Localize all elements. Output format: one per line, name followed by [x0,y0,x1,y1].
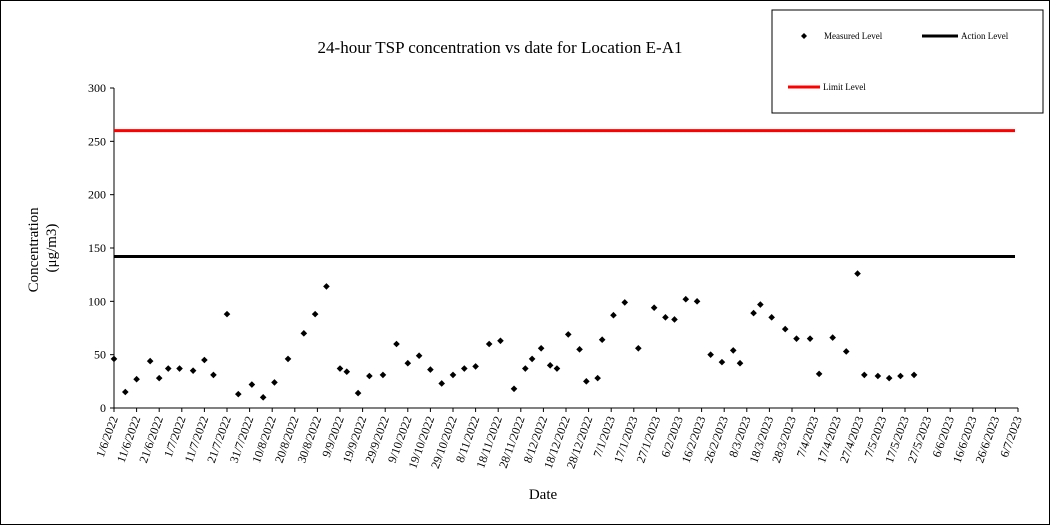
data-point [829,334,836,341]
y-tick-label: 150 [88,241,106,255]
data-point [210,371,217,379]
data-point [248,381,256,388]
data-point [621,299,629,306]
data-point [768,314,775,321]
data-point [343,368,351,376]
y-tick-label: 250 [88,134,106,148]
legend-action-label: Action Level [961,31,1009,41]
data-point [393,340,400,348]
data-points [110,270,918,401]
data-point [564,331,572,338]
data-point [311,310,319,318]
data-point [155,374,163,382]
data-point [449,371,457,379]
legend-measured-label: Measured Level [824,31,883,41]
data-point [404,359,412,367]
x-ticks: 1/6/202211/6/202221/6/20221/7/202211/7/2… [93,408,1025,470]
data-point [815,370,823,378]
data-point [164,365,172,372]
data-point [682,295,690,303]
data-point [793,335,800,342]
data-point [885,374,893,382]
data-point [366,372,373,380]
data-point [594,374,601,382]
data-point [146,357,154,365]
data-point [736,359,744,367]
legend-limit-label: Limit Level [823,82,866,92]
x-axis-label: Date [529,487,558,503]
data-point [854,270,861,277]
data-point [650,304,658,312]
data-point [781,325,789,333]
data-point [201,356,208,364]
axes [113,88,1018,409]
data-point [583,378,590,385]
data-point [707,351,714,358]
data-point [635,344,642,352]
data-point [510,385,518,393]
y-axis-label-line1: Concentration [26,207,42,292]
data-point [438,380,445,387]
data-point [897,372,904,380]
data-point [528,355,536,363]
data-point [284,355,292,363]
y-tick-label: 0 [100,401,106,415]
data-point [874,372,882,380]
data-point [537,344,545,352]
data-point [546,362,554,369]
reference-lines [114,129,1015,259]
data-point [133,375,140,383]
y-tick-label: 300 [88,81,106,95]
data-point [122,388,129,396]
data-point [842,348,850,355]
data-point [861,371,868,379]
data-point [671,316,678,323]
data-point [354,389,362,397]
legend-measured-marker [801,33,807,39]
data-point [522,365,529,372]
data-point [806,335,814,342]
data-point [427,366,434,373]
y-tick-label: 50 [94,348,106,362]
data-point [415,352,423,360]
data-point [610,311,617,319]
y-ticks: 0 50 100 150 200 250 300 [88,81,114,415]
data-point [553,365,561,372]
y-axis-label: Concentration (μg/m3) [26,204,60,293]
legend-box [771,9,1044,114]
data-point [598,336,606,344]
data-point [176,365,183,372]
data-point [379,371,387,379]
data-point [910,371,918,379]
data-point [323,283,330,290]
data-point [472,363,479,370]
y-tick-label: 100 [88,294,106,308]
y-axis-label-line2: (μg/m3) [44,224,60,273]
data-point [461,365,468,372]
data-point [259,394,267,401]
data-point [693,298,701,305]
data-point [750,309,757,317]
y-tick-label: 200 [88,188,106,202]
data-point [729,347,737,354]
data-point [485,340,493,348]
legend: Measured Level Action Level Limit Level [771,9,1044,114]
data-point [235,390,242,398]
data-point [336,365,344,372]
data-point [576,346,583,353]
data-point [110,355,118,363]
data-point [662,314,669,321]
data-point [757,301,764,308]
data-point [497,337,504,345]
data-point [223,310,231,318]
data-point [300,330,308,337]
chart-title: 24-hour TSP concentration vs date for Lo… [318,38,683,57]
data-point [189,367,197,374]
data-point [718,358,726,366]
data-point [271,379,278,386]
